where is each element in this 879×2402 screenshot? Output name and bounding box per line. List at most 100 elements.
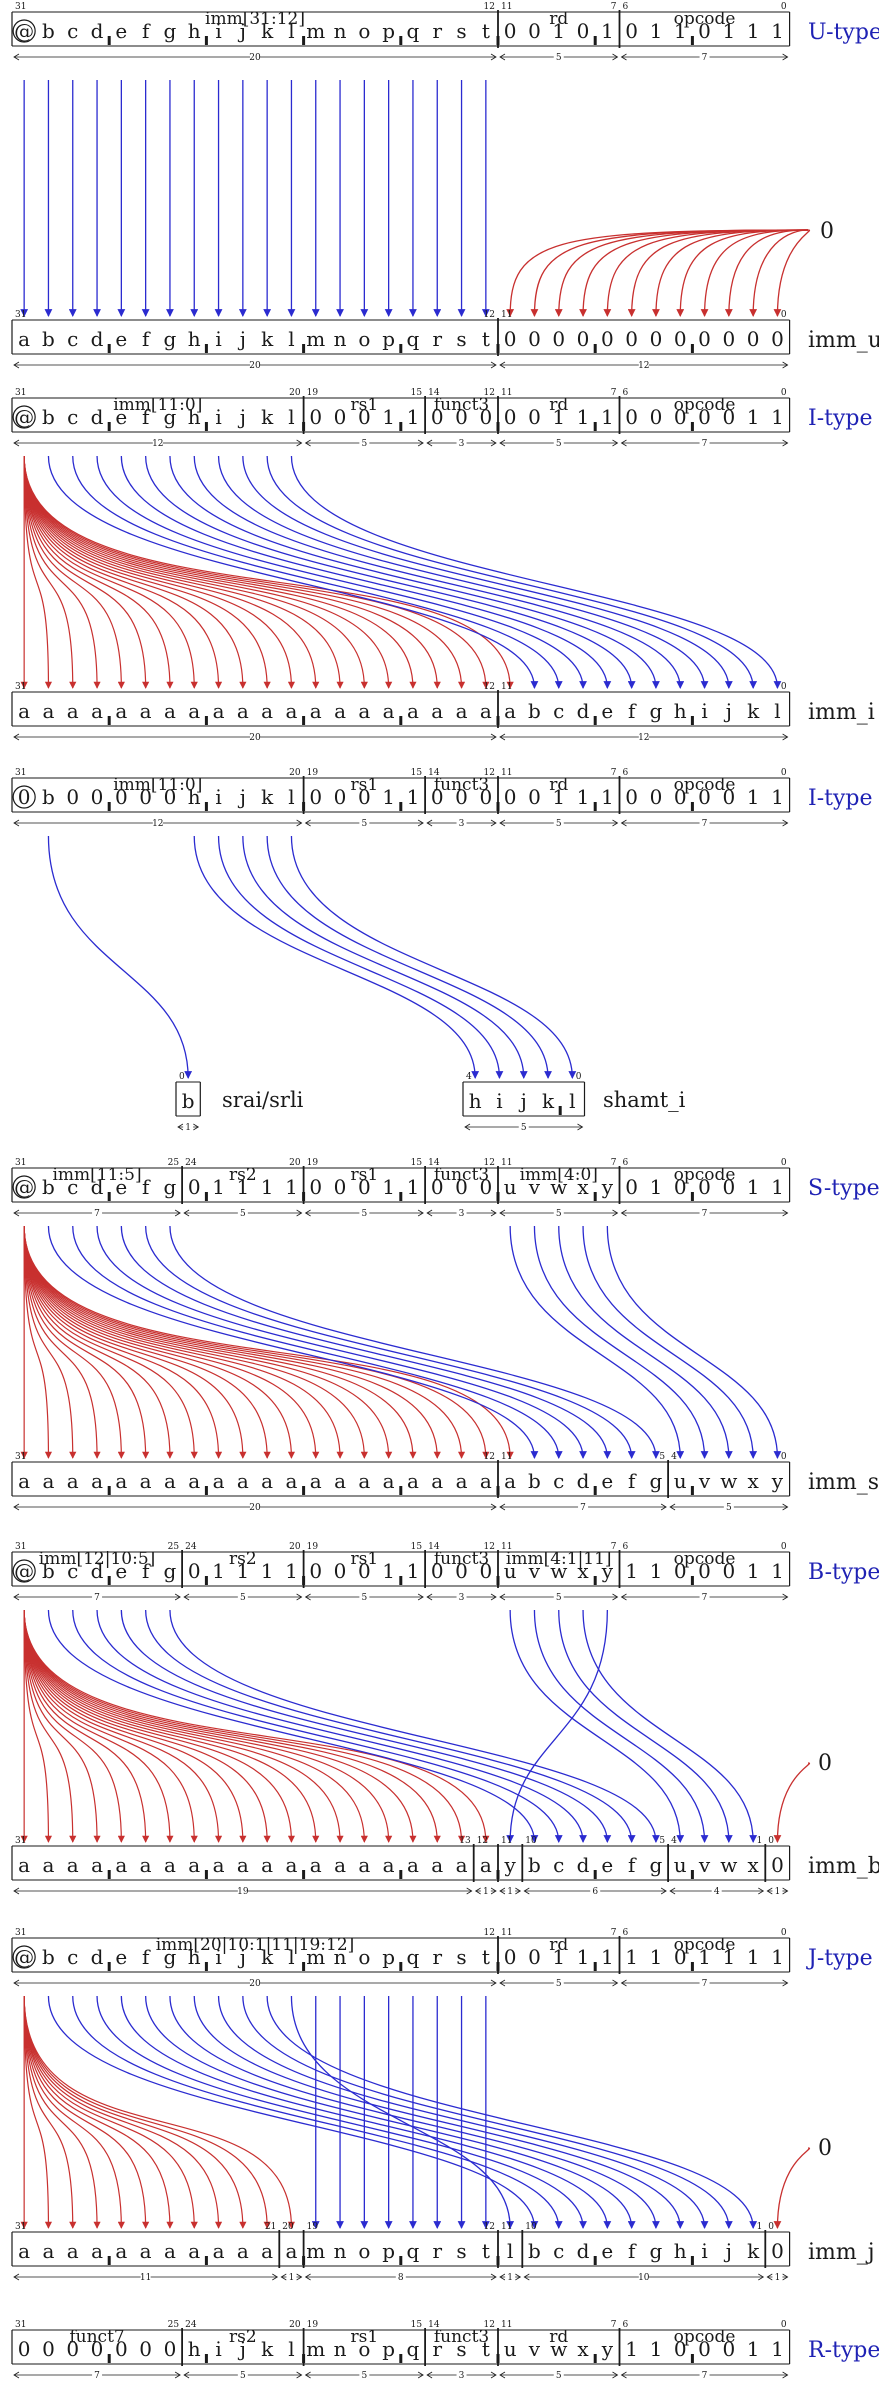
bit-index-lo: 20 xyxy=(289,388,301,398)
byte-tick xyxy=(399,2256,403,2265)
bit-cell: q xyxy=(407,2337,420,2361)
bit-cell: g xyxy=(164,1559,177,1583)
dimension-gap xyxy=(638,732,649,741)
bit-cell: a xyxy=(213,2239,225,2263)
dimension-arrow xyxy=(296,2273,303,2281)
bit-cell: d xyxy=(577,699,590,723)
bit-cell: 0 xyxy=(674,2337,687,2361)
bit-index-lo: 12 xyxy=(484,2222,495,2232)
dimension-gap xyxy=(359,438,370,447)
field-name: opcode xyxy=(674,1549,736,1569)
bit-index-hi: 19 xyxy=(307,388,319,398)
bit-cell: 0 xyxy=(552,327,565,351)
dimension-gap xyxy=(553,818,564,827)
wire-blue xyxy=(72,455,563,689)
bit-cell: 0 xyxy=(334,785,347,809)
bit-cell: a xyxy=(115,1853,127,1877)
dimension-arrow xyxy=(490,1979,497,1987)
dimension-arrow xyxy=(490,1593,497,1601)
bit-cell: n xyxy=(334,1945,347,1969)
wire-blue xyxy=(96,455,587,689)
byte-tick xyxy=(690,1486,694,1495)
wire-red xyxy=(23,1225,296,1459)
bit-cell: a xyxy=(383,1853,395,1877)
bit-cell: o xyxy=(358,327,370,351)
bit-cell: j xyxy=(238,327,246,351)
bit-index-lo: 25 xyxy=(168,1542,180,1552)
bit-index-lo: 7 xyxy=(611,768,617,778)
bit-index-lo: 15 xyxy=(411,1542,423,1552)
bit-cell: j xyxy=(724,2239,732,2263)
bit-cell: 0 xyxy=(455,785,468,809)
wire-blue xyxy=(290,835,577,1079)
byte-tick xyxy=(302,1192,306,1201)
byte-tick xyxy=(204,422,208,431)
field-width: 1 xyxy=(775,1887,781,1897)
dimension-arrow xyxy=(272,2273,279,2281)
bit-index-hi: 14 xyxy=(428,388,440,398)
bit-index-lo: 20 xyxy=(289,2320,301,2330)
wire-blue xyxy=(242,455,733,689)
imm-name: imm_s xyxy=(808,1470,879,1495)
byte-tick xyxy=(204,2256,208,2265)
dimension-gap xyxy=(480,1886,491,1895)
bit-cell: x xyxy=(748,1853,760,1877)
bit-cell: f xyxy=(142,1175,151,1199)
bit-cell: 0 xyxy=(431,1559,444,1583)
field-name: imm[11:5] xyxy=(52,1165,141,1185)
byte-tick xyxy=(204,802,208,811)
wires-layer xyxy=(20,79,811,2229)
bit-cell: d xyxy=(577,1469,590,1493)
field-width: 7 xyxy=(702,53,708,63)
bit-index-hi: 31 xyxy=(15,1836,26,1846)
bit-index-hi: 11 xyxy=(501,310,512,320)
bit-cell: g xyxy=(650,1853,663,1877)
bit-index-lo: 0 xyxy=(781,1158,787,1168)
byte-tick xyxy=(593,2354,597,2363)
dimension-arrow xyxy=(499,361,506,369)
bit-index-hi: 11 xyxy=(501,2222,512,2232)
bit-cell: 0 xyxy=(577,19,590,43)
bit-cell: a xyxy=(140,1853,152,1877)
bit-cell: 1 xyxy=(261,1559,274,1583)
bit-cell: b xyxy=(528,2239,541,2263)
dimension-gap xyxy=(699,2370,710,2379)
bit-cell: 0 xyxy=(91,785,104,809)
byte-tick xyxy=(399,2354,403,2363)
bit-cell: a xyxy=(42,1853,54,1877)
bit-cell: p xyxy=(382,19,395,43)
dimension-arrow xyxy=(490,1887,497,1895)
wire-red xyxy=(652,229,809,317)
bit-index-hi: 24 xyxy=(185,2320,197,2330)
bit-cell: b xyxy=(42,1945,55,1969)
bit-cell: 0 xyxy=(334,1175,347,1199)
bit-index-lo: 0 xyxy=(781,2320,787,2330)
wire-blue xyxy=(266,835,552,1079)
wire-red xyxy=(23,1609,174,1843)
dimension-arrow xyxy=(782,1887,789,1895)
bit-cell: 0 xyxy=(479,1175,492,1199)
dimension-arrow xyxy=(426,2371,433,2379)
wire-blue xyxy=(72,1609,563,1843)
bit-cell: d xyxy=(91,327,104,351)
bit-cell: 0 xyxy=(674,1945,687,1969)
wire-red xyxy=(23,1609,77,1843)
field-width: 20 xyxy=(249,1503,261,1513)
bit-cell: g xyxy=(164,1945,177,1969)
bit-cell: e xyxy=(601,1469,613,1493)
bit-cell: 0 xyxy=(528,19,541,43)
byte-tick xyxy=(593,716,597,725)
dimension-arrow xyxy=(515,1887,522,1895)
bit-cell: c xyxy=(553,1469,564,1493)
bit-index-lo: 0 xyxy=(781,388,787,398)
bit-cell: h xyxy=(674,2239,687,2263)
dimension-arrow xyxy=(515,2273,522,2281)
field-name: rs2 xyxy=(229,1549,257,1569)
bit-cell: a xyxy=(42,699,54,723)
bit-cell: 1 xyxy=(212,1559,225,1583)
bit-cell: h xyxy=(188,1945,201,1969)
field-width: 10 xyxy=(638,2273,650,2283)
